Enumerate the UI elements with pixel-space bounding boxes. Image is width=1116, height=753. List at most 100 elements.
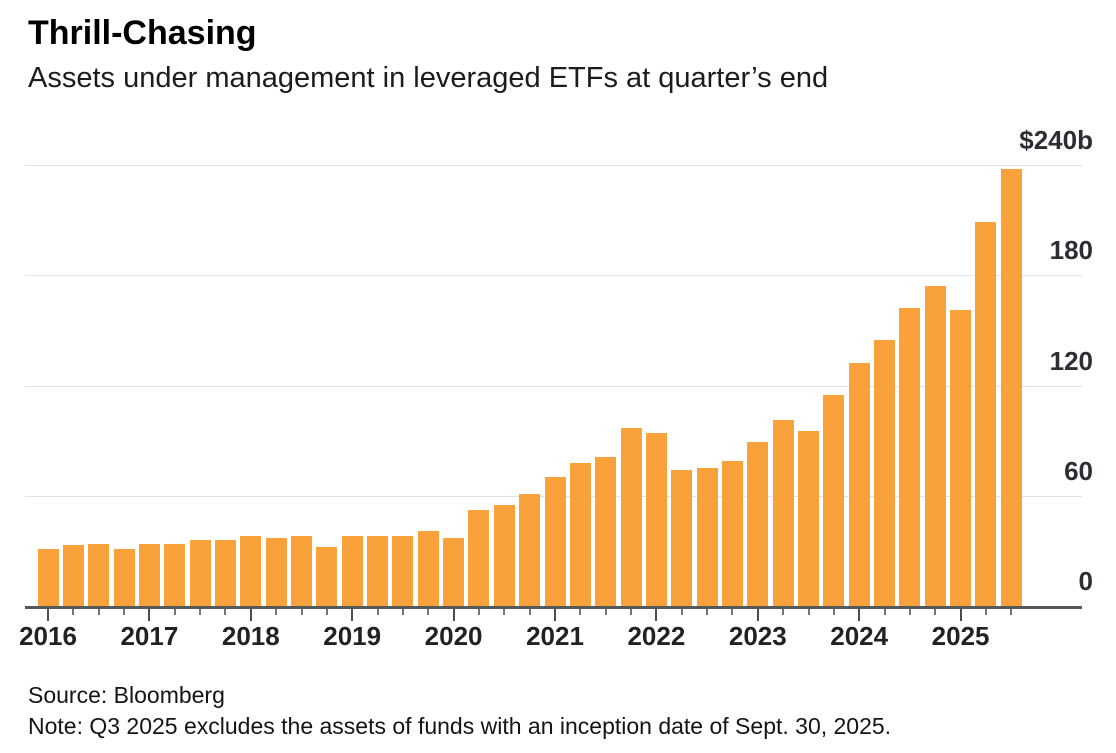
bar [874,339,896,606]
y-tick-label-60: 60 [1064,455,1093,486]
x-year-label: 2020 [424,621,483,651]
x-tick-quarter [503,609,506,615]
bar [37,549,59,606]
bar [823,394,845,606]
x-tick-quarter [579,609,582,615]
x-tick-quarter [883,609,886,615]
bar [671,470,693,606]
x-tick-year [858,609,861,621]
x-tick-quarter [604,609,607,615]
x-tick-quarter [782,609,785,615]
x-tick-year [554,609,556,621]
bar [417,530,439,606]
x-tick-year [47,609,49,621]
y-tick-label-120: 120 [1049,345,1093,376]
bar [138,543,160,606]
x-tick-year [959,609,962,621]
x-year-label: 2019 [323,621,382,651]
x-tick-year [452,609,455,621]
bar [848,363,870,606]
bar [468,510,490,606]
bar [747,442,769,606]
y-tick-label-180: 180 [1049,235,1093,266]
bar [265,538,287,606]
x-tick-quarter [908,609,911,615]
x-tick-quarter [731,609,734,615]
bar [569,462,591,606]
bar [443,538,465,606]
x-tick-quarter [199,609,202,615]
bar [240,536,262,606]
bar [924,286,946,606]
bar [367,536,389,606]
bar [696,468,718,606]
bar [88,543,110,606]
bar [645,433,667,606]
x-tick-year [249,609,252,621]
bar [113,549,135,606]
x-tick-quarter [680,609,683,615]
x-tick-quarter [325,609,328,615]
bar [772,420,794,606]
bar [392,536,414,606]
x-tick-quarter [224,609,227,615]
note-line: Note: Q3 2025 excludes the assets of fun… [28,713,892,739]
x-tick-quarter [984,609,987,615]
x-tick-year [351,609,354,621]
x-tick-quarter [427,609,430,615]
x-tick-year [655,609,658,621]
bar [341,536,363,606]
chart-canvas: 0 60 120 180 $240b 2016 2017 2018 2019 2020 2021 20… [0,125,1116,660]
y-tick-label-240: $240b [1019,125,1093,155]
bar [493,504,515,606]
source-line: Source: Bloomberg [28,682,225,708]
x-tick-year [756,609,759,621]
x-year-label: 2021 [526,621,584,651]
gridline-240 [25,165,1082,166]
x-tick-quarter [97,609,100,615]
x-year-label: 2016 [19,621,77,651]
x-tick-quarter [477,609,480,615]
x-year-label: 2025 [931,621,990,651]
x-tick-quarter [275,609,278,615]
x-year-label: 2024 [830,621,889,651]
bar [291,536,312,606]
x-tick-quarter [123,609,126,615]
x-tick-quarter [1010,609,1013,615]
bar [316,547,338,606]
x-year-label: 2023 [728,621,787,651]
chart-title: Thrill-Chasing [28,14,257,52]
gridline-120 [25,385,1082,387]
x-tick-quarter [832,609,835,615]
gridline-180 [25,275,1082,277]
x-axis-line [25,606,1082,609]
x-tick-quarter [401,609,404,615]
chart-subtitle: Assets under management in leveraged ETF… [28,62,829,94]
bar [899,308,921,606]
x-tick-quarter [807,609,810,615]
bar [189,539,211,606]
bar [62,545,84,606]
x-tick-quarter [173,609,176,615]
bar [544,477,566,606]
y-tick-label-0: 0 [1078,566,1093,596]
x-tick-quarter [528,609,531,615]
bar [519,493,541,606]
bar [620,427,642,606]
x-tick-quarter [376,609,379,615]
bar [975,221,997,606]
x-year-label: 2018 [221,621,280,651]
bar [1000,168,1022,606]
x-tick-year [148,609,151,621]
x-tick-quarter [630,609,633,615]
x-tick-quarter [934,609,937,615]
bar [950,310,972,606]
bar [214,539,236,606]
bar [721,460,743,606]
x-tick-quarter [300,609,303,615]
x-year-label: 2022 [627,621,686,651]
x-tick-quarter [706,609,709,615]
bar [798,431,819,606]
x-tick-quarter [72,609,75,615]
